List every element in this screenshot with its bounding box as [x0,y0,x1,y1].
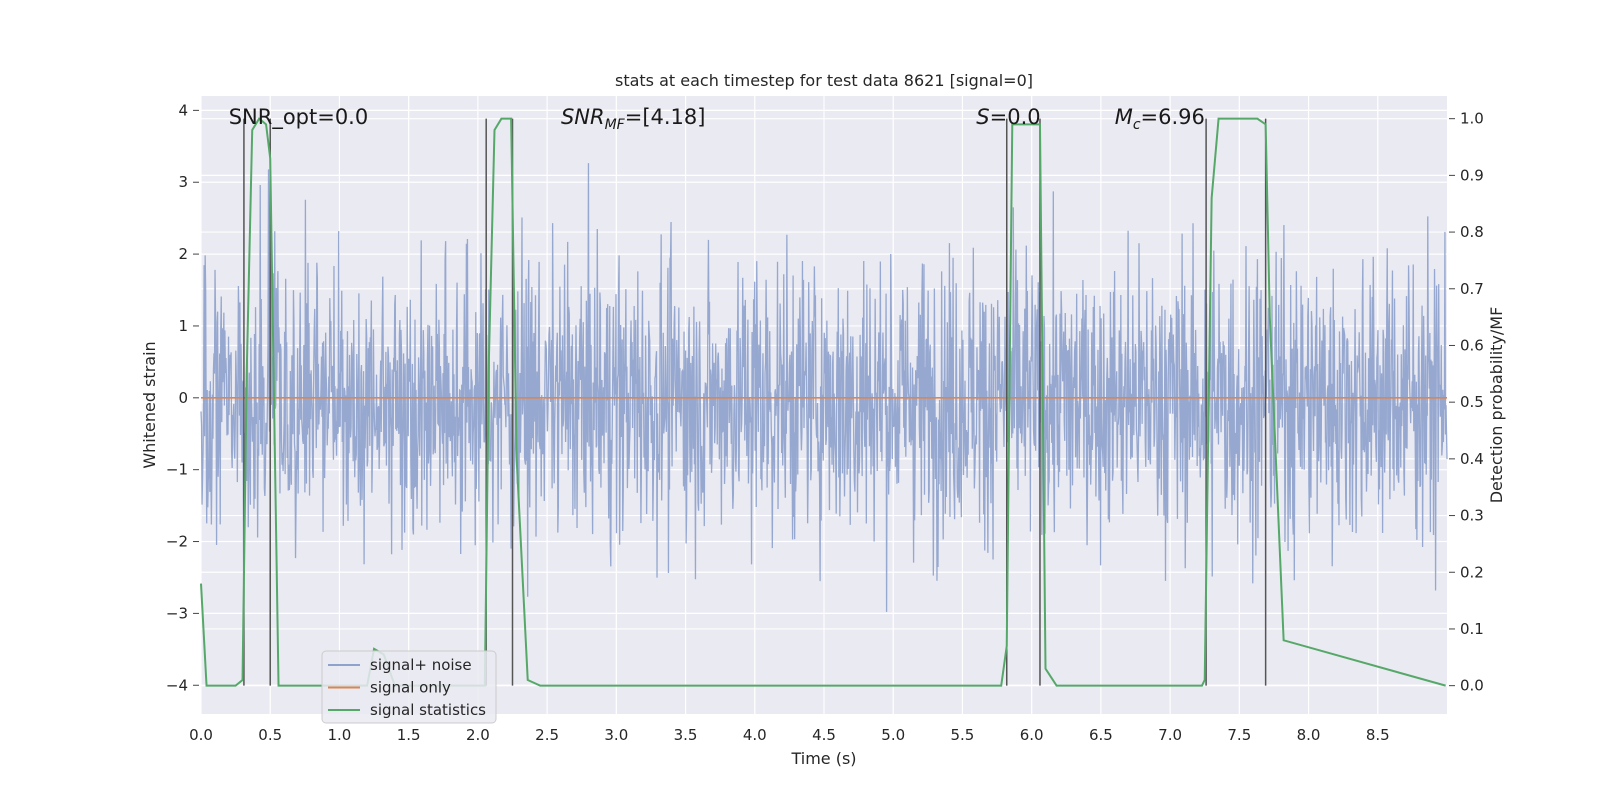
snr-mf-symbol: SNR [561,105,605,129]
right-y-tick-label: 0.4 [1460,450,1484,468]
snr-opt-annotation: SNR_opt=0.0 [229,105,369,130]
right-y-tick-label: 1.0 [1460,110,1484,128]
snr-mf-value: =[4.18] [625,105,706,129]
x-tick-label: 6.5 [1089,726,1113,744]
right-y-axis-title: Detection probability/MF [1487,307,1506,504]
y-tick-label: 2 [178,245,188,263]
x-tick-label: 0.0 [189,726,213,744]
s-annotation: S=0.0 [976,105,1040,129]
y-axis-title: Whitened strain [140,341,159,468]
right-y-tick-label: 0.7 [1460,280,1484,298]
mc-symbol: M [1115,105,1133,129]
signal-statistics-series [200,117,1446,687]
x-tick-label: 5.5 [951,726,975,744]
x-axis-title: Time (s) [790,749,856,768]
s-symbol: S [976,105,989,129]
x-tick-label: 1.5 [397,726,421,744]
mc-annotation: Mc=6.96 [1115,105,1205,133]
x-tick-label: 3.0 [604,726,628,744]
x-tick-label: 2.5 [535,726,559,744]
x-tick-label: 3.5 [674,726,698,744]
signal-statistics-line [200,117,1446,687]
right-y-tick-label: 0.9 [1460,166,1484,184]
x-tick-label: 2.0 [466,726,490,744]
snr-mf-subscript: MF [605,117,626,133]
x-tick-label: 0.5 [258,726,282,744]
chart-title: stats at each timestep for test data 862… [615,71,1033,90]
x-tick-label: 1.0 [328,726,352,744]
right-y-tick-label: 0.0 [1460,677,1484,695]
y-tick-label: 3 [178,173,188,191]
snr-mf-annotation: SNRMF=[4.18] [561,105,706,133]
y-tick-label: −3 [166,604,188,622]
right-y-tick-label: 0.1 [1460,620,1484,638]
legend-label-signal-statistics: signal statistics [370,701,486,719]
right-y-tick-label: 0.8 [1460,223,1484,241]
s-value: =0.0 [990,105,1041,129]
y-tick-label: −1 [166,461,188,479]
x-tick-label: 5.0 [881,726,905,744]
mc-value: =6.96 [1141,105,1205,129]
y-tick-label: −4 [166,676,188,694]
legend-box [321,650,497,724]
noise-series [200,163,1448,612]
x-tick-label: 8.5 [1366,726,1390,744]
y-tick-label: −2 [166,533,188,551]
mc-subscript: c [1133,117,1141,133]
y-tick-label: 4 [178,101,188,119]
x-tick-label: 4.5 [812,726,836,744]
right-y-tick-label: 0.6 [1460,336,1484,354]
y-tick-label: 0 [178,389,188,407]
legend-label-signal-noise: signal+ noise [370,656,472,674]
x-tick-label: 6.0 [1020,726,1044,744]
legend: signal+ noise signal only signal statist… [321,650,497,724]
noise-trace [200,163,1448,612]
x-tick-label: 8.0 [1297,726,1321,744]
tick-labels: 0.0 0.5 1.0 1.5 2.0 2.5 3.0 3.5 4.0 4.5 5.0 5.5 6.0 6… [166,101,1484,744]
x-tick-label: 7.5 [1227,726,1251,744]
right-y-tick-label: 0.3 [1460,507,1484,525]
right-y-tick-label: 0.5 [1460,393,1484,411]
y-tick-label: 1 [178,317,188,335]
x-tick-label: 4.0 [743,726,767,744]
right-y-tick-label: 0.2 [1460,563,1484,581]
legend-label-signal-only: signal only [370,679,451,697]
x-tick-label: 7.0 [1158,726,1182,744]
